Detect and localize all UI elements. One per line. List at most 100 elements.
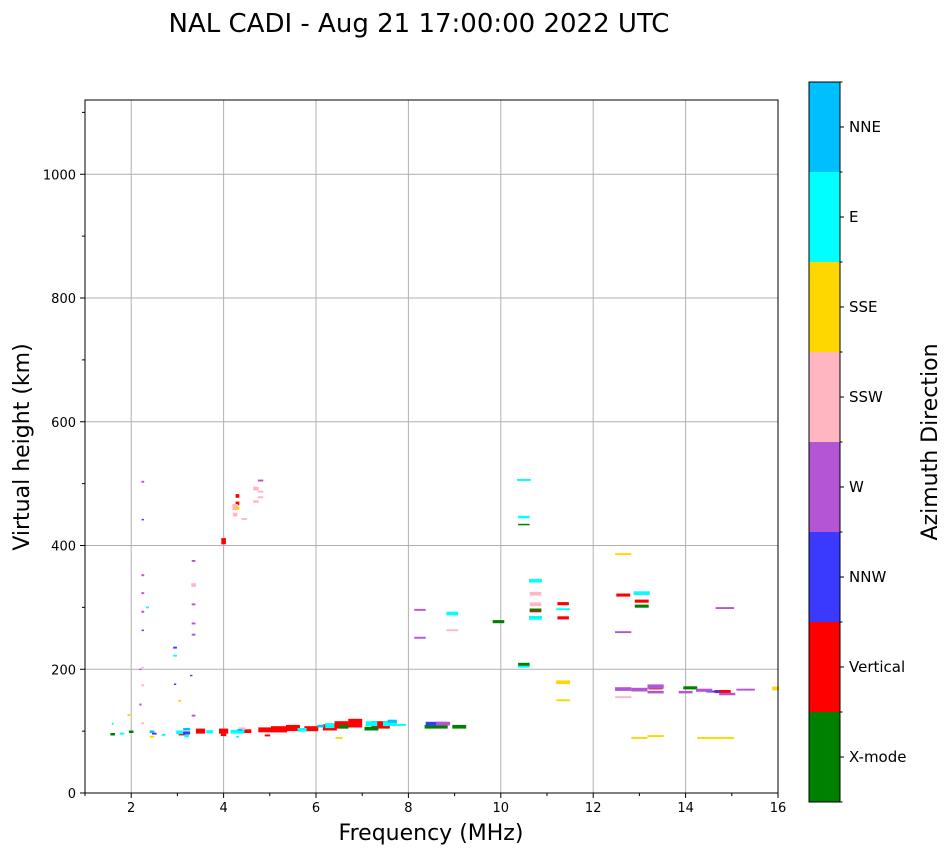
echo-mark-nne xyxy=(237,729,243,731)
echo-mark-vertical xyxy=(634,599,649,603)
echo-mark-x-mode xyxy=(110,733,115,736)
echo-mark-e xyxy=(236,735,239,738)
echo-mark-x-mode xyxy=(452,724,467,729)
echo-mark-sse xyxy=(647,735,664,737)
echo-mark-e xyxy=(173,654,177,657)
echo-mark-vertical xyxy=(258,727,273,733)
echo-mark-x-mode xyxy=(424,724,448,729)
echo-mark-nnw xyxy=(141,518,144,521)
colorbar-segment xyxy=(809,622,840,712)
y-tick-label: 400 xyxy=(51,540,76,555)
colorbar-label: W xyxy=(849,478,864,496)
echo-mark-nne xyxy=(183,728,191,731)
echo-mark-vertical xyxy=(221,538,226,545)
echo-mark-ssw xyxy=(141,666,144,669)
echo-mark-nnw xyxy=(183,731,191,735)
echo-mark-sse xyxy=(178,699,182,702)
echo-mark-w xyxy=(257,479,264,482)
echo-mark-e xyxy=(529,616,542,620)
echo-mark-w xyxy=(141,574,145,577)
echo-mark-vertical xyxy=(348,718,363,728)
echo-mark-w xyxy=(678,690,693,694)
echo-mark-vertical xyxy=(616,593,631,597)
echo-mark-e xyxy=(383,721,397,727)
echo-mark-nnw xyxy=(141,629,144,632)
y-axis-label: Virtual height (km) xyxy=(10,343,35,550)
echo-mark-ssw xyxy=(191,583,196,587)
echo-mark-nnw xyxy=(173,646,177,649)
echo-mark-e xyxy=(176,730,184,735)
echo-mark-nne xyxy=(387,719,397,723)
echo-mark-ssw xyxy=(232,504,238,511)
echo-mark-e xyxy=(297,728,307,732)
echo-mark-e xyxy=(396,724,407,726)
echo-mark-w xyxy=(615,687,632,691)
x-tick-label: 12 xyxy=(585,801,602,816)
echo-mark-x-mode xyxy=(492,620,505,624)
echo-mark-e xyxy=(206,730,214,734)
echo-mark-vertical xyxy=(286,724,300,732)
echo-mark-w xyxy=(715,607,735,609)
echo-mark-w xyxy=(141,592,145,595)
echo-mark-vertical xyxy=(219,728,229,734)
echo-mark-w xyxy=(191,622,196,625)
echo-mark-e xyxy=(517,479,531,481)
colorbar-segment xyxy=(809,352,840,442)
echo-mark-vertical xyxy=(235,501,240,506)
colorbar-label: Vertical xyxy=(849,658,905,676)
x-tick-label: 10 xyxy=(493,801,510,816)
echo-mark-e xyxy=(111,722,114,725)
colorbar-segment xyxy=(809,82,840,172)
echo-mark-x-mode xyxy=(364,726,379,731)
echo-mark-vertical xyxy=(557,602,569,606)
colorbar-segment xyxy=(809,442,840,532)
plot-frame xyxy=(84,99,779,794)
echo-mark-e xyxy=(556,608,571,611)
echo-mark-nne xyxy=(317,724,325,728)
echo-mark-vertical xyxy=(371,721,390,729)
echo-mark-w xyxy=(191,560,196,562)
echo-mark-vertical xyxy=(220,733,227,737)
y-axis: 0 200 400 600 800 1000 xyxy=(43,111,85,802)
echo-mark-ssw xyxy=(615,696,632,699)
echo-mark-ssw xyxy=(253,486,259,491)
echo-mark-e xyxy=(184,734,189,738)
colorbar-label: SSE xyxy=(849,298,878,316)
x-tick-label: 8 xyxy=(404,801,412,816)
x-axis-label: Frequency (MHz) xyxy=(339,821,524,846)
echo-mark-vertical xyxy=(242,729,252,733)
echo-mark-sse xyxy=(615,553,632,556)
echo-mark-nnw xyxy=(190,674,193,677)
echo-mark-e xyxy=(529,578,542,583)
echo-mark-w xyxy=(436,721,450,726)
echo-mark-ssw xyxy=(529,602,542,607)
echo-mark-ssw xyxy=(238,727,246,730)
x-tick-label: 16 xyxy=(770,801,787,816)
echo-mark-sse xyxy=(556,699,571,702)
x-tick-label: 6 xyxy=(312,801,320,816)
echo-mark-vertical xyxy=(235,494,240,498)
echo-mark-w xyxy=(141,610,145,613)
echo-mark-sse xyxy=(127,714,131,716)
y-tick-label: 200 xyxy=(51,663,76,678)
echo-mark-sse xyxy=(772,686,780,691)
echo-mark-e xyxy=(325,723,335,729)
echo-mark-w xyxy=(736,688,755,691)
echo-mark-w xyxy=(191,603,196,606)
y-tick-label: 0 xyxy=(68,787,76,802)
echo-mark-x-mode xyxy=(518,662,530,666)
y-tick-label: 800 xyxy=(51,292,76,307)
echo-mark-nne xyxy=(149,730,155,733)
echo-mark-e xyxy=(230,729,245,734)
echo-mark-e xyxy=(518,515,530,519)
echo-mark-x-mode xyxy=(529,608,542,612)
echo-mark-x-mode xyxy=(518,523,530,526)
colorbar-label: NNE xyxy=(849,118,881,136)
echo-mark-sse xyxy=(335,737,343,739)
echo-mark-w xyxy=(414,608,426,611)
x-axis: 2 4 6 8 10 12 14 16 xyxy=(84,793,787,816)
echo-mark-e xyxy=(146,606,149,609)
echo-mark-w xyxy=(696,688,713,692)
echo-mark-sse xyxy=(631,737,648,739)
